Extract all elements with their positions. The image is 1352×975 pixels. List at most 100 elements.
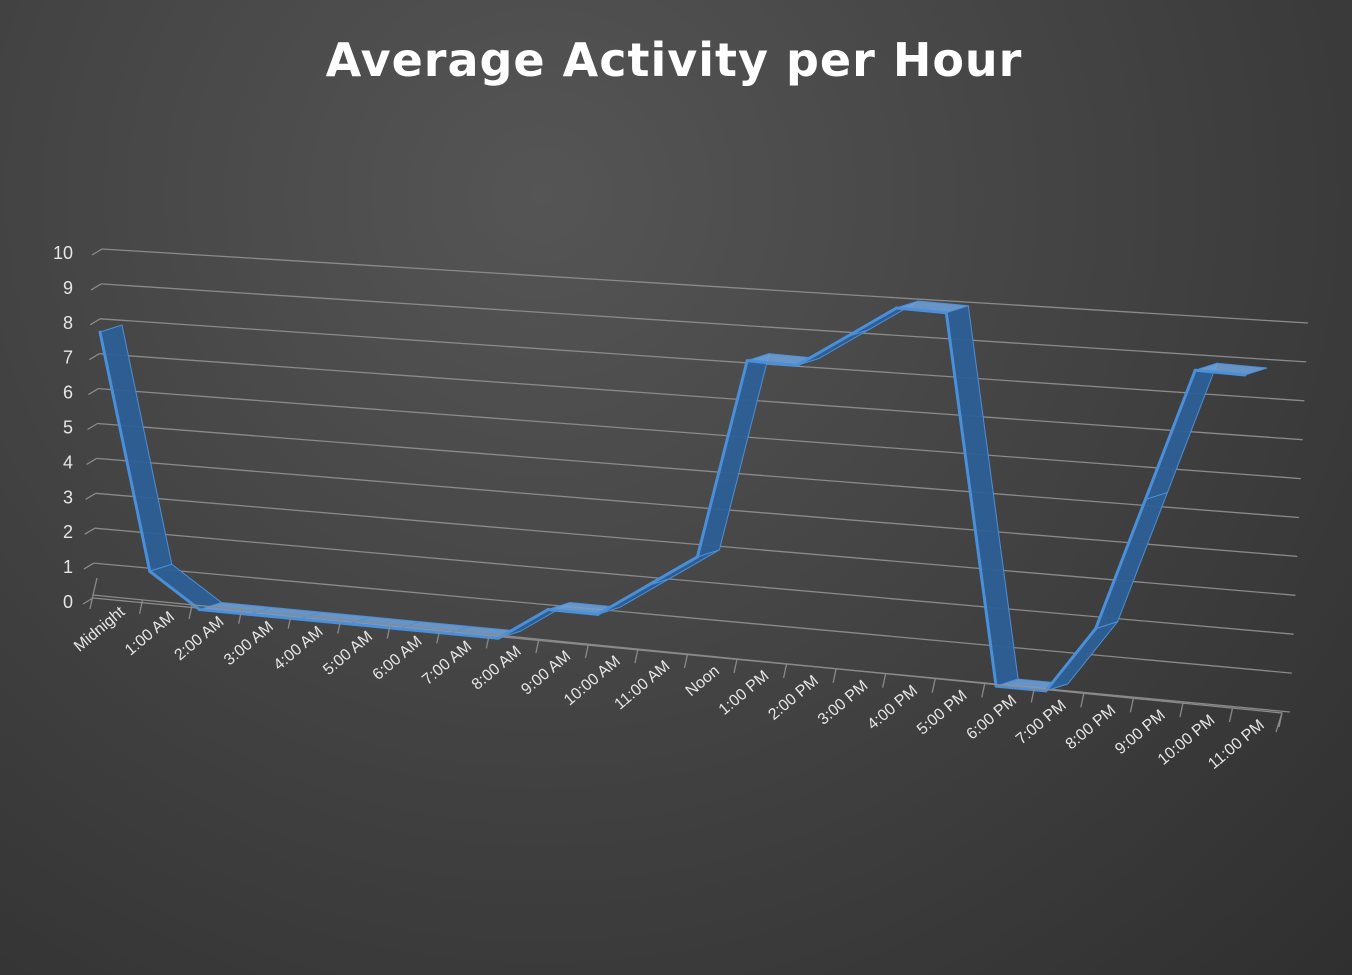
x-tick-mark xyxy=(535,639,540,654)
data-point xyxy=(347,622,351,626)
x-tick-mark xyxy=(1080,693,1085,708)
gridline xyxy=(101,283,1307,363)
series-segment xyxy=(1094,491,1169,630)
x-tick-mark xyxy=(188,604,193,619)
y-tick-label: 8 xyxy=(63,313,73,333)
series-segment xyxy=(1144,362,1219,501)
data-point xyxy=(1193,368,1197,372)
y-tick-mark xyxy=(85,492,97,500)
data-point xyxy=(397,627,401,631)
y-tick-mark xyxy=(90,283,102,291)
x-tick-mark xyxy=(138,599,144,615)
x-tick-label: 8:00 AM xyxy=(469,643,525,694)
y-tick-mark xyxy=(82,597,94,605)
x-tick-label: Midnight xyxy=(71,603,129,655)
series-segment xyxy=(945,305,1019,687)
data-point xyxy=(247,612,251,616)
x-tick-mark xyxy=(1228,707,1234,723)
data-point xyxy=(944,311,948,315)
gridline xyxy=(100,318,1305,402)
data-point xyxy=(1243,373,1247,377)
x-tick-mark xyxy=(1179,703,1184,718)
data-point xyxy=(148,569,152,573)
x-tick-mark xyxy=(287,614,292,629)
gridline xyxy=(96,457,1298,558)
data-point xyxy=(795,363,799,367)
y-axis-labels: 0 1 2 3 4 5 6 7 8 9 10 xyxy=(53,243,73,612)
y-tick-label: 0 xyxy=(63,592,73,612)
x-tick-mark xyxy=(1030,688,1035,703)
x-tick-label: 3:00 PM xyxy=(815,677,872,728)
data-point xyxy=(546,608,550,612)
y-tick-mark xyxy=(83,562,95,570)
series-segment xyxy=(696,352,770,558)
x-tick-label: 4:00 PM xyxy=(864,682,921,733)
x-tick-label: 8:00 PM xyxy=(1063,702,1120,753)
x-tick-mark xyxy=(931,678,936,693)
x-tick-mark xyxy=(832,668,837,683)
x-tick-label: Noon xyxy=(683,662,723,700)
gridline xyxy=(99,353,1303,441)
data-point xyxy=(596,612,600,616)
series-ribbon xyxy=(98,300,1268,693)
x-tick-mark xyxy=(1129,698,1135,713)
x-tick-label: 2:00 PM xyxy=(765,672,822,723)
y-tick-mark xyxy=(88,353,100,361)
y-tick-mark xyxy=(89,318,101,326)
x-tick-label: 4:00 AM xyxy=(271,623,327,674)
data-point xyxy=(98,330,102,334)
y-tick-label: 9 xyxy=(63,278,73,298)
data-point xyxy=(895,306,899,310)
y-tick-label: 5 xyxy=(63,418,73,438)
x-axis-end xyxy=(92,577,98,596)
x-tick-label: 1:00 PM xyxy=(716,667,773,718)
y-tick-label: 2 xyxy=(63,522,73,542)
gridline xyxy=(93,562,1292,674)
x-tick-label: 3:00 AM xyxy=(221,618,277,669)
x-tick-mark xyxy=(89,594,94,610)
y-tick-mark xyxy=(91,248,103,256)
y-tick-label: 3 xyxy=(63,487,73,507)
data-point xyxy=(496,636,500,640)
y-tick-label: 10 xyxy=(53,243,73,263)
x-tick-label: 2:00 AM xyxy=(172,613,228,664)
data-point xyxy=(198,608,202,612)
y-tick-label: 7 xyxy=(63,348,73,368)
y-tick-mark xyxy=(87,422,98,431)
x-tick-mark xyxy=(733,658,738,674)
x-tick-mark xyxy=(782,663,788,678)
data-point xyxy=(297,617,301,621)
y-tick-label: 6 xyxy=(63,383,73,403)
x-axis xyxy=(89,577,1283,733)
y-tick-mark xyxy=(84,527,96,535)
gridline xyxy=(95,492,1296,596)
gridline xyxy=(98,387,1301,480)
x-tick-mark xyxy=(634,648,639,664)
x-tick-label: 7:00 AM xyxy=(419,638,475,689)
data-point xyxy=(646,584,650,588)
gridline xyxy=(97,422,1300,519)
gridline xyxy=(94,527,1294,635)
x-tick-mark xyxy=(1278,712,1283,728)
data-point xyxy=(745,359,749,363)
x-tick-mark xyxy=(485,634,490,649)
data-point xyxy=(695,555,699,559)
data-point xyxy=(845,335,849,339)
y-tick-label: 4 xyxy=(63,452,73,472)
x-tick-mark xyxy=(584,644,590,659)
x-tick-label: 5:00 AM xyxy=(320,628,376,679)
data-point xyxy=(1094,627,1098,631)
y-tick-label: 1 xyxy=(63,557,73,577)
x-tick-mark xyxy=(981,683,986,698)
x-tick-label: 7:00 PM xyxy=(1013,697,1070,748)
x-tick-mark xyxy=(386,624,391,639)
x-tick-label: 1:00 AM xyxy=(122,608,178,659)
x-tick-label: 5:00 PM xyxy=(914,687,971,738)
series-segment xyxy=(99,324,173,572)
x-tick-mark xyxy=(337,619,342,634)
x-tick-mark xyxy=(882,673,887,688)
x-tick-mark xyxy=(436,629,441,644)
gridlines xyxy=(82,248,1309,713)
